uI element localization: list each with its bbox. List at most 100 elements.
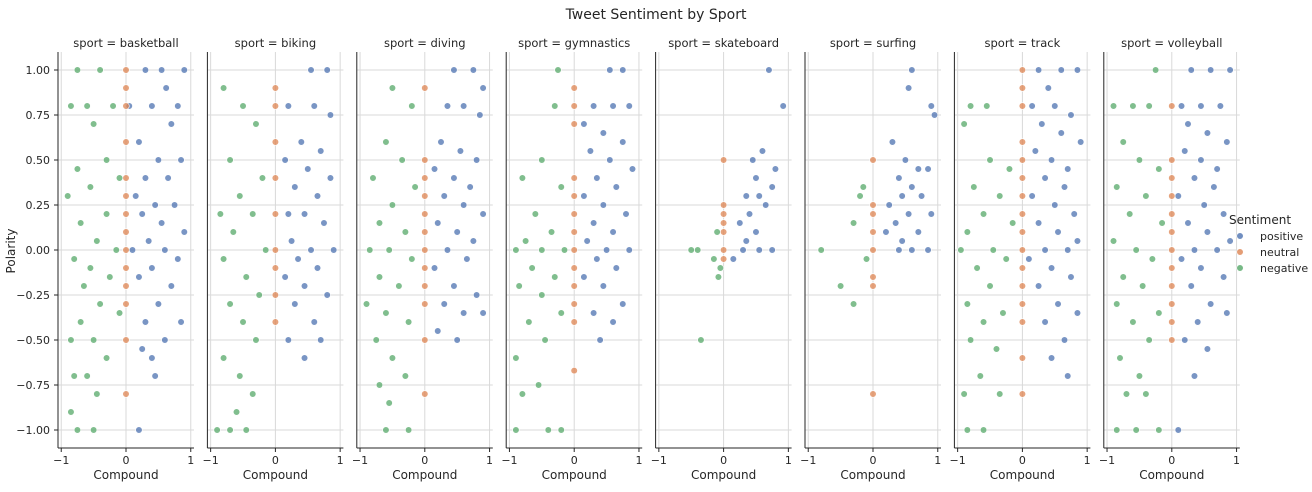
point-neutral	[122, 282, 130, 290]
point-negative	[90, 426, 98, 434]
panel-basketball: −1 0 1 −1.00 −0.75 −0.50 −0.25 0.00 0.25 0.50 0.75…	[16, 36, 194, 482]
point-positive	[768, 183, 776, 191]
point-positive	[1028, 192, 1036, 200]
point-positive	[1073, 237, 1082, 245]
chart-title: Tweet Sentiment by Sport	[565, 7, 747, 23]
point-negative	[557, 309, 565, 317]
point-negative	[970, 183, 978, 191]
point-neutral	[570, 246, 578, 254]
point-negative	[401, 228, 409, 236]
point-positive	[1054, 228, 1062, 236]
point-positive	[1073, 309, 1082, 317]
panel-title: sport = diving	[384, 36, 466, 50]
point-negative	[226, 300, 234, 308]
point-positive	[729, 255, 737, 263]
point-positive	[606, 66, 614, 74]
point-positive	[307, 246, 315, 254]
point-positive	[1077, 138, 1085, 146]
point-positive	[151, 201, 159, 209]
point-positive	[1064, 372, 1072, 380]
point-negative	[512, 354, 520, 362]
point-neutral	[719, 255, 728, 263]
point-negative	[1109, 237, 1118, 245]
point-negative	[70, 255, 78, 263]
point-positive	[1210, 183, 1218, 191]
x-tick-label: 1	[934, 454, 941, 467]
point-positive	[1064, 246, 1072, 254]
point-positive	[310, 102, 318, 110]
point-negative	[86, 183, 94, 191]
x-axis-label: Compound	[840, 468, 905, 482]
point-neutral	[421, 192, 429, 200]
point-positive	[154, 300, 162, 308]
point-positive	[619, 66, 627, 74]
point-negative	[1145, 336, 1153, 344]
point-positive	[755, 192, 763, 200]
point-negative	[694, 246, 702, 254]
point-neutral	[1168, 228, 1176, 236]
point-positive	[174, 102, 182, 110]
point-positive	[1181, 147, 1189, 155]
x-axis-label: Compound	[1139, 468, 1204, 482]
point-negative	[73, 165, 82, 173]
point-negative	[1155, 309, 1163, 317]
point-positive	[1041, 318, 1049, 326]
point-negative	[213, 426, 221, 434]
point-negative	[512, 246, 520, 254]
point-positive	[1025, 255, 1033, 263]
point-positive	[596, 336, 604, 344]
point-negative	[1135, 156, 1144, 164]
x-tick-label: 0	[870, 454, 877, 467]
point-negative	[408, 102, 416, 110]
point-neutral	[122, 228, 130, 236]
point-negative	[512, 426, 520, 434]
point-positive	[927, 102, 935, 110]
point-negative	[531, 210, 539, 218]
panel-title: sport = gymnastics	[518, 36, 630, 50]
point-negative	[560, 246, 569, 254]
point-neutral	[869, 282, 877, 290]
point-neutral	[271, 138, 280, 146]
point-neutral	[570, 300, 578, 308]
point-positive	[888, 138, 897, 146]
point-positive	[1213, 165, 1221, 173]
legend-marker-negative	[1236, 264, 1244, 272]
point-positive	[162, 84, 170, 92]
point-positive	[320, 219, 328, 227]
point-negative	[236, 192, 244, 200]
point-neutral	[1018, 354, 1027, 362]
point-neutral	[1168, 246, 1176, 254]
point-neutral	[122, 66, 130, 74]
point-neutral	[122, 84, 130, 92]
point-negative	[979, 426, 988, 434]
point-neutral	[122, 102, 130, 110]
point-negative	[979, 210, 988, 218]
x-tick-label: 0	[571, 454, 578, 467]
point-positive	[1073, 66, 1082, 74]
point-negative	[534, 381, 543, 389]
point-positive	[917, 192, 926, 200]
point-neutral	[1018, 174, 1027, 182]
x-tick-label: −1	[1099, 454, 1115, 467]
point-positive	[141, 174, 150, 182]
point-negative	[262, 246, 270, 254]
point-positive	[450, 66, 458, 74]
point-negative	[996, 192, 1004, 200]
point-negative	[73, 426, 82, 434]
point-negative	[385, 246, 393, 254]
panel-skateboard: −1 0 1 sport = skateboard Compound	[651, 36, 792, 482]
point-positive	[1190, 174, 1199, 182]
point-negative	[859, 183, 867, 191]
point-neutral	[1168, 210, 1176, 218]
y-tick-label: 0.50	[26, 154, 51, 167]
point-negative	[1129, 102, 1137, 110]
point-positive	[161, 246, 169, 254]
point-neutral	[421, 174, 429, 182]
point-positive	[898, 237, 906, 245]
point-negative	[541, 336, 549, 344]
point-positive	[443, 246, 452, 254]
point-negative	[547, 228, 556, 236]
point-positive	[326, 174, 335, 182]
point-positive	[905, 210, 913, 218]
